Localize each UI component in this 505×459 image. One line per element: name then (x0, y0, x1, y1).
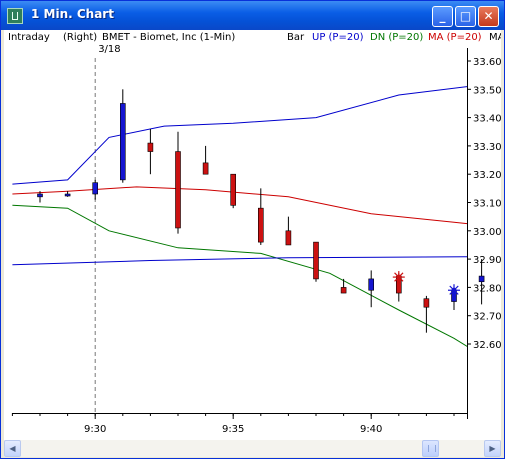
chart-legend: Intraday (Right) BMET - Biomet, Inc (1-M… (4, 30, 501, 46)
legend-ma: MA (P=20) (428, 32, 482, 43)
bull-candle (64, 193, 71, 197)
horizontal-scrollbar[interactable]: ◀ ▶ (4, 440, 501, 457)
legend-symbol: BMET - Biomet, Inc (1-Min) (102, 32, 236, 43)
y-tick-label: 33.40 (473, 114, 501, 125)
chart-area[interactable]: 33.60 33.50 33.40 33.30 33.20 33.10 33.00 32.90… (4, 30, 501, 457)
x-tick-label: 9:40 (360, 424, 382, 435)
maximize-button[interactable]: □ (455, 6, 476, 27)
minimize-button[interactable]: _ (432, 6, 453, 27)
y-tick-label: 32.60 (473, 340, 501, 351)
bull-candle (92, 182, 98, 195)
chart-app-icon[interactable] (7, 8, 23, 24)
y-tick-label: 33.30 (473, 142, 501, 153)
bear-candle (175, 151, 181, 229)
band-lines (12, 86, 467, 347)
title-bar[interactable]: 1 Min. Chart _ □ ✕ (1, 1, 504, 30)
legend-series-type: Bar (287, 32, 305, 43)
up-band-line (12, 86, 467, 185)
bull-candle (368, 278, 375, 291)
signal-marker-icon (448, 284, 460, 297)
bear-candle (313, 241, 319, 280)
scroll-left-button[interactable]: ◀ (4, 440, 21, 457)
window-title: 1 Min. Chart (31, 7, 114, 21)
bear-candle (340, 287, 347, 294)
legend-interval: Intraday (8, 32, 50, 43)
date-marker-label: 3/18 (98, 44, 120, 55)
ma-line (12, 186, 467, 225)
y-tick-label: 32.70 (473, 312, 501, 323)
signal-marker-dot (451, 287, 457, 293)
signal-marker-icon (392, 271, 405, 284)
candlestick-chart[interactable]: 33.60 33.50 33.40 33.30 33.20 33.10 33.00 32.90… (4, 30, 501, 440)
y-tick-label: 33.50 (473, 85, 501, 96)
bear-candle (423, 298, 430, 308)
bear-candle (147, 142, 154, 152)
x-tick-label: 9:35 (222, 424, 244, 435)
bear-candle (202, 162, 209, 175)
legend-up-band: UP (P=20) (312, 32, 364, 43)
y-tick-label: 32.80 (473, 283, 501, 294)
bull-candle (120, 103, 126, 181)
legend-dn-band: DN (P=20) (370, 32, 424, 43)
y-tick-label: 32.90 (473, 255, 501, 266)
close-button[interactable]: ✕ (478, 6, 499, 27)
x-tick-label: 9:30 (84, 424, 106, 435)
dn-band-line (12, 204, 467, 347)
y-tick-label: 33.00 (473, 227, 501, 238)
bear-candle (258, 207, 264, 243)
mid-band-line (12, 256, 467, 266)
signal-marker-dot (396, 274, 402, 280)
bull-candle (478, 275, 485, 283)
y-tick-label: 33.10 (473, 199, 501, 210)
legend-ma-truncated: MA (489, 32, 501, 43)
bear-candle (285, 230, 292, 246)
y-tick-label: 33.60 (473, 57, 501, 68)
y-tick-label: 33.20 (473, 170, 501, 181)
bear-candle (230, 173, 236, 206)
scroll-right-button[interactable]: ▶ (484, 440, 501, 457)
bull-candle (37, 193, 43, 198)
legend-axis-side: (Right) (63, 32, 98, 43)
scroll-thumb[interactable] (422, 440, 440, 457)
